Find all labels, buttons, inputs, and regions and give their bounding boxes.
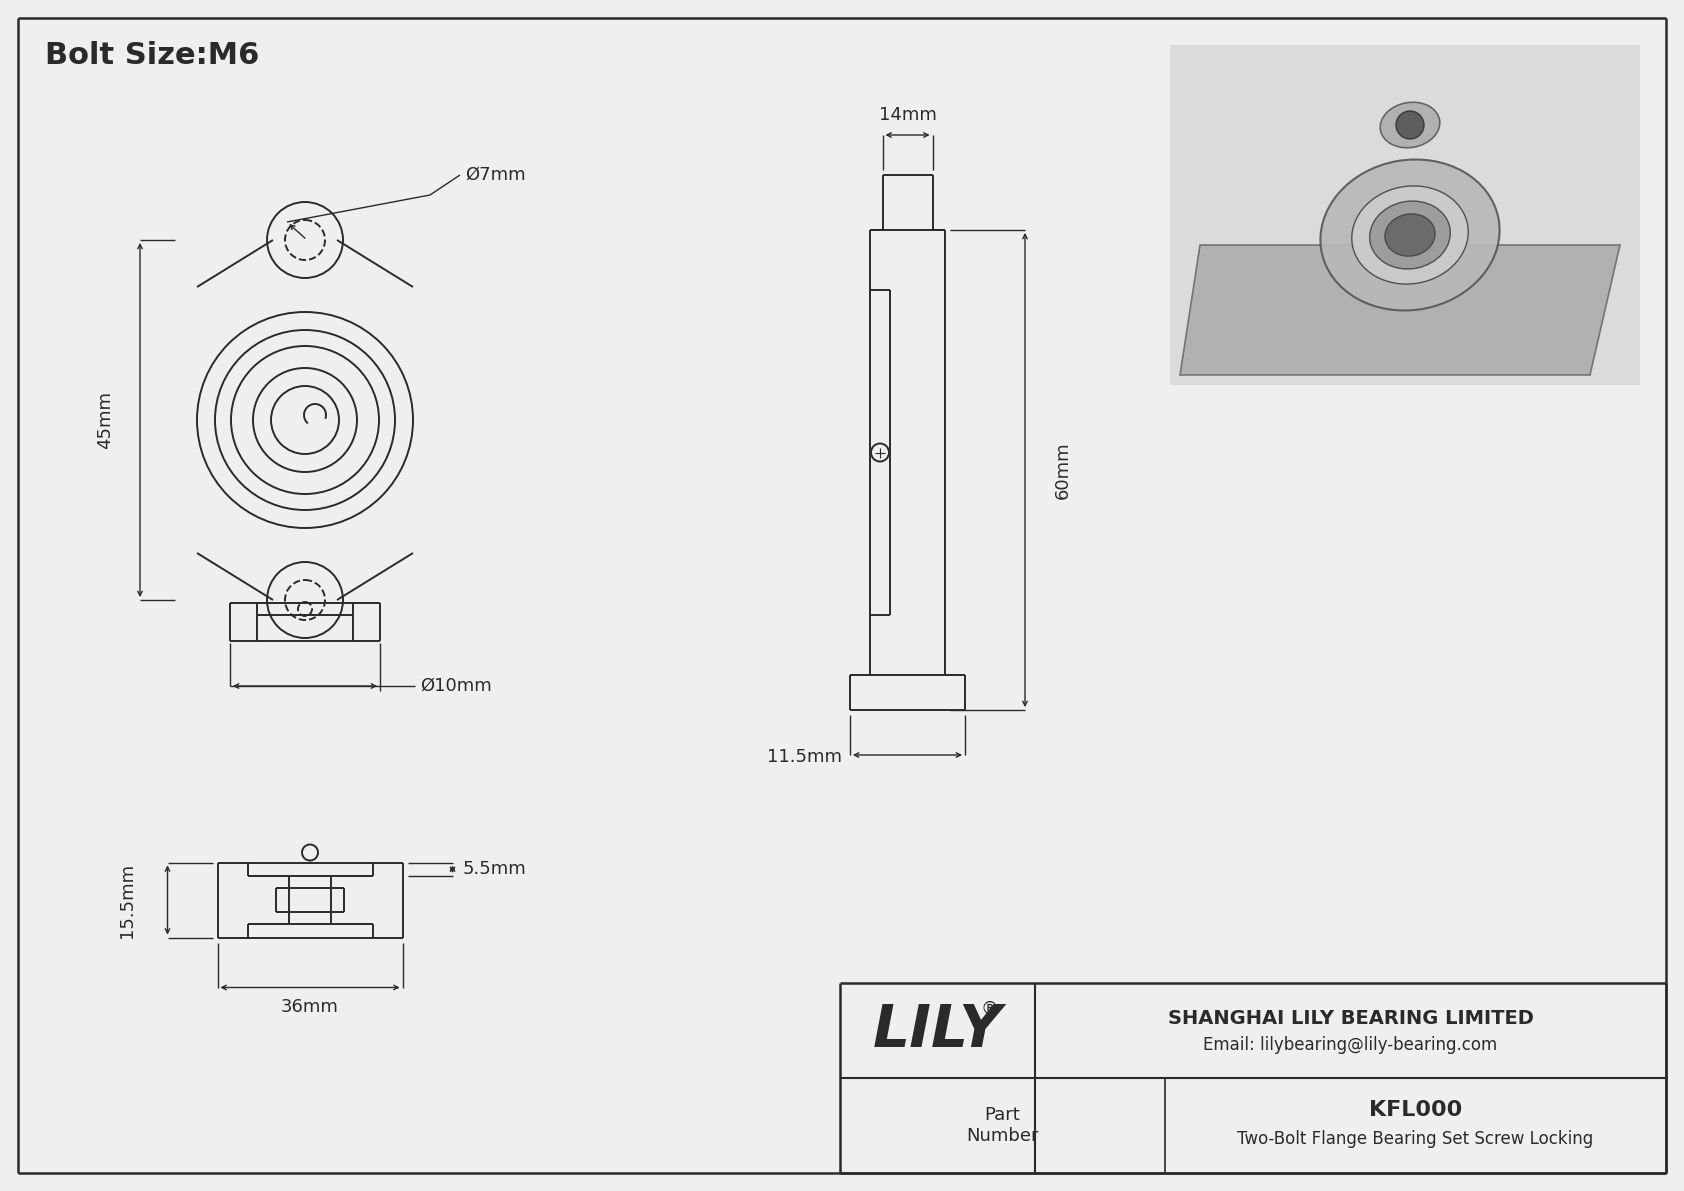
Text: Email: lilybearing@lily-bearing.com: Email: lilybearing@lily-bearing.com [1204, 1035, 1497, 1054]
Ellipse shape [1384, 214, 1435, 256]
Text: Part
Number: Part Number [967, 1106, 1039, 1145]
Ellipse shape [1381, 102, 1440, 148]
Circle shape [1396, 111, 1425, 139]
Ellipse shape [1352, 186, 1468, 285]
Bar [1170, 45, 1640, 385]
Ellipse shape [1320, 160, 1499, 311]
Text: 14mm: 14mm [879, 106, 936, 124]
Text: KFL000: KFL000 [1369, 1100, 1462, 1121]
Text: Ø10mm: Ø10mm [419, 676, 492, 696]
Text: ®: ® [980, 999, 999, 1017]
Text: LILY: LILY [872, 1002, 1002, 1059]
Text: 36mm: 36mm [281, 998, 338, 1016]
Text: Ø7mm: Ø7mm [465, 166, 525, 183]
Text: Two-Bolt Flange Bearing Set Screw Locking: Two-Bolt Flange Bearing Set Screw Lockin… [1238, 1130, 1593, 1148]
Text: SHANGHAI LILY BEARING LIMITED: SHANGHAI LILY BEARING LIMITED [1167, 1009, 1534, 1028]
Ellipse shape [1369, 201, 1450, 269]
Polygon shape [1180, 245, 1620, 375]
Text: Bolt Size:M6: Bolt Size:M6 [45, 40, 259, 69]
Text: 60mm: 60mm [1054, 441, 1073, 499]
Text: 11.5mm: 11.5mm [766, 748, 842, 766]
Text: 15.5mm: 15.5mm [118, 862, 136, 937]
Text: 5.5mm: 5.5mm [463, 860, 525, 878]
Text: 45mm: 45mm [96, 391, 115, 449]
